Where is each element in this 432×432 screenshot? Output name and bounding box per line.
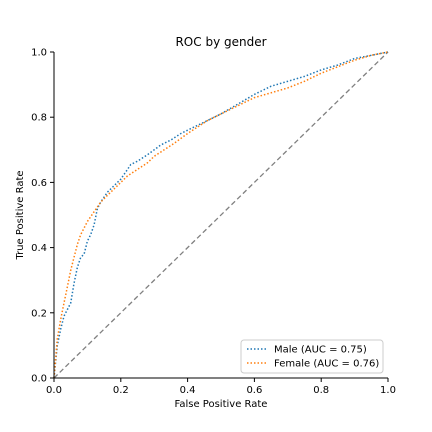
y-tick-label: 0.6 xyxy=(31,178,47,189)
x-tick-label: 0.4 xyxy=(180,385,196,396)
y-tick-label: 1.0 xyxy=(31,48,47,59)
chance-diagonal-line xyxy=(53,51,389,379)
x-tick-label: 0.0 xyxy=(46,385,62,396)
legend-entry-label: Male (AUC = 0.75) xyxy=(274,345,367,356)
x-tick-label: 0.6 xyxy=(246,385,262,396)
legend-box xyxy=(240,339,384,374)
x-tick-label: 1.0 xyxy=(380,385,396,396)
plot-area: 0.0 0.2 0.4 0.6 0.8 1.0 0.0 0.2 0.4 0.6 0.8 1.0 xyxy=(31,48,396,397)
x-tick-label: 0.8 xyxy=(313,385,329,396)
x-axis-label: False Positive Rate xyxy=(175,399,268,410)
series-line-male xyxy=(53,51,389,379)
chart-title: ROC by gender xyxy=(175,35,266,49)
y-tick-label: 0.8 xyxy=(31,113,47,124)
x-tick-label: 0.2 xyxy=(113,385,129,396)
y-axis-label: True Positive Rate xyxy=(15,170,26,260)
legend-entry-label: Female (AUC = 0.76) xyxy=(274,359,379,370)
legend: Male (AUC = 0.75) Female (AUC = 0.76) xyxy=(240,339,384,374)
y-tick-label: 0.0 xyxy=(31,374,47,385)
y-tick-label: 0.4 xyxy=(31,243,47,254)
y-tick-label: 0.2 xyxy=(31,308,47,319)
series-line-female xyxy=(53,51,389,379)
